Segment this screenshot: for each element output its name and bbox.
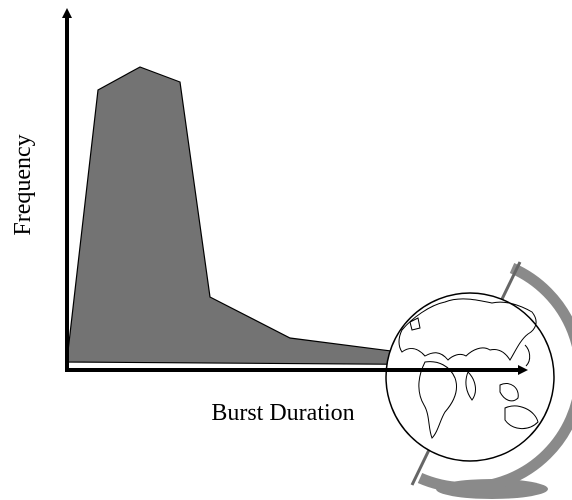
x-axis-label: Burst Duration: [211, 400, 354, 426]
globe-stand: [417, 262, 572, 494]
globe: [385, 292, 555, 462]
distribution-area: [66, 66, 501, 366]
continents: [398, 298, 539, 439]
y-axis-label: Frequency: [10, 134, 36, 235]
